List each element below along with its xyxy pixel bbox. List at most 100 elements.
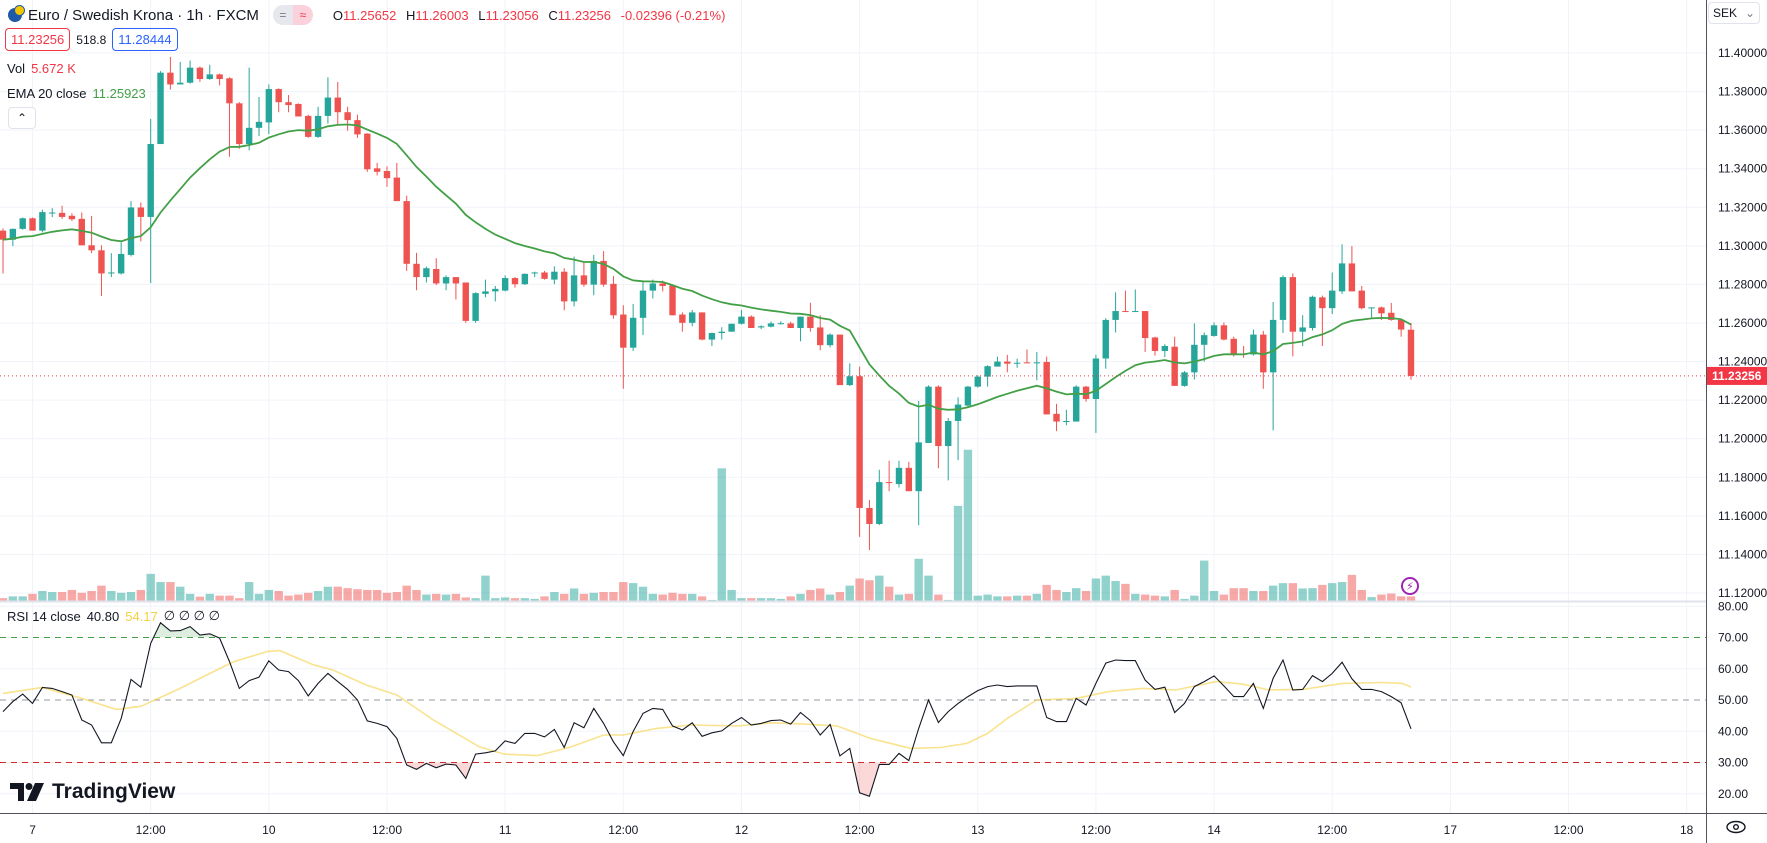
candle-body	[1181, 372, 1188, 386]
candle-body	[1053, 413, 1060, 422]
candle	[1102, 318, 1109, 369]
volume-bar	[560, 593, 569, 601]
candle	[255, 96, 263, 137]
candle-body	[98, 250, 105, 274]
volume-bar	[432, 593, 441, 601]
candle	[1250, 329, 1257, 356]
close-label: C	[548, 7, 558, 23]
volume-bar	[244, 582, 254, 601]
volume-bar	[313, 591, 323, 601]
candle	[285, 95, 292, 113]
candle-body	[1171, 346, 1178, 386]
candle	[78, 212, 85, 246]
candle	[846, 363, 853, 386]
volume-bar	[894, 594, 904, 601]
eye-icon[interactable]	[1722, 815, 1750, 839]
candle-body	[1092, 358, 1100, 399]
candle-body	[708, 333, 716, 340]
candle	[1348, 246, 1356, 292]
low-label: L	[478, 7, 486, 23]
candle	[1269, 301, 1277, 431]
trade-row: 11.23256 518.8 11.28444	[5, 28, 178, 51]
candle-body	[236, 103, 243, 145]
time-tick-label: 12:00	[1553, 823, 1583, 837]
candle-body	[1201, 335, 1208, 345]
candle-body	[1220, 325, 1228, 340]
equal-button[interactable]: =	[272, 5, 293, 25]
volume-bar	[845, 585, 854, 601]
tradingview-logo[interactable]: TradingView	[10, 780, 175, 804]
volume-bar	[540, 596, 549, 601]
volume-bars	[0, 449, 1416, 601]
currency-dropdown[interactable]: SEK ⌄	[1708, 2, 1760, 24]
candle	[127, 201, 135, 257]
candle	[679, 312, 686, 332]
volume-bar	[176, 586, 185, 601]
candle-body	[1063, 420, 1070, 422]
collapse-legend-button[interactable]: ⌃	[8, 107, 36, 129]
candle-body	[1269, 319, 1277, 373]
high-value: 11.26003	[415, 7, 469, 23]
volume-bar	[756, 598, 766, 601]
candle	[511, 277, 519, 288]
volume-bar	[323, 586, 333, 601]
buy-button[interactable]: 11.28444	[112, 28, 178, 51]
symbol-legend[interactable]: Euro / Swedish Krona · 1h · FXCM = ≈ O11…	[8, 5, 731, 25]
rsi-extra-values: ∅ ∅ ∅ ∅	[163, 608, 220, 623]
candle	[866, 500, 873, 551]
sell-button[interactable]: 11.23256	[5, 28, 71, 51]
volume-bar	[816, 588, 825, 601]
volume-bar	[38, 591, 47, 601]
candle-body	[1368, 307, 1375, 309]
volume-bar	[491, 598, 500, 601]
volume-bar	[688, 593, 697, 601]
ema-legend[interactable]: EMA 20 close 11.25923	[7, 86, 146, 101]
candle-body	[305, 115, 312, 137]
volume-bar	[1209, 591, 1219, 601]
volume-bar	[1357, 589, 1366, 601]
rsi-oversold-fill	[3, 762, 1411, 797]
candle	[314, 106, 322, 138]
candle-body	[689, 312, 696, 323]
grid-lines	[0, 0, 1706, 813]
volume-bar	[441, 594, 451, 601]
candle	[698, 312, 706, 341]
candle	[9, 228, 17, 247]
volume-legend[interactable]: Vol 5.672 K	[7, 61, 76, 76]
price-tick-label: 11.32000	[1718, 200, 1767, 214]
volume-label: Vol	[7, 61, 26, 76]
candle	[787, 321, 794, 329]
candle	[29, 217, 36, 231]
candle	[639, 280, 647, 336]
candle	[1329, 272, 1336, 315]
candle	[669, 284, 676, 316]
candle	[1397, 318, 1405, 337]
candle-body	[639, 290, 647, 318]
candle-body	[1329, 290, 1336, 309]
symbol-title[interactable]: Euro / Swedish Krona · 1h · FXCM	[28, 6, 259, 24]
mode-toggle[interactable]: = ≈	[272, 5, 313, 25]
volume-bar	[77, 592, 86, 601]
candle-body	[177, 82, 184, 85]
volume-bar	[727, 589, 736, 601]
candle-body	[846, 376, 853, 386]
ohlc-values: O11.25652 H11.26003 L11.23056 C11.23256 …	[333, 8, 731, 23]
candle	[728, 323, 735, 332]
candle-body	[649, 283, 657, 291]
candle	[501, 275, 509, 292]
candle	[561, 268, 568, 311]
volume-bar	[1150, 595, 1160, 601]
candle	[1210, 322, 1218, 337]
volume-bar	[264, 589, 274, 601]
candle-body	[1023, 362, 1031, 364]
candle-body	[826, 334, 834, 346]
volume-bar	[97, 585, 106, 601]
lightning-icon[interactable]: ⚡︎	[1401, 577, 1419, 595]
chevron-down-icon: ⌄	[1744, 6, 1755, 20]
candle	[19, 217, 26, 230]
volume-bar	[1219, 594, 1229, 601]
rsi-tick-label: 40.00	[1718, 724, 1748, 738]
rsi-legend[interactable]: RSI 14 close 40.80 54.17 ∅ ∅ ∅ ∅	[7, 608, 220, 624]
approx-button[interactable]: ≈	[292, 5, 313, 25]
